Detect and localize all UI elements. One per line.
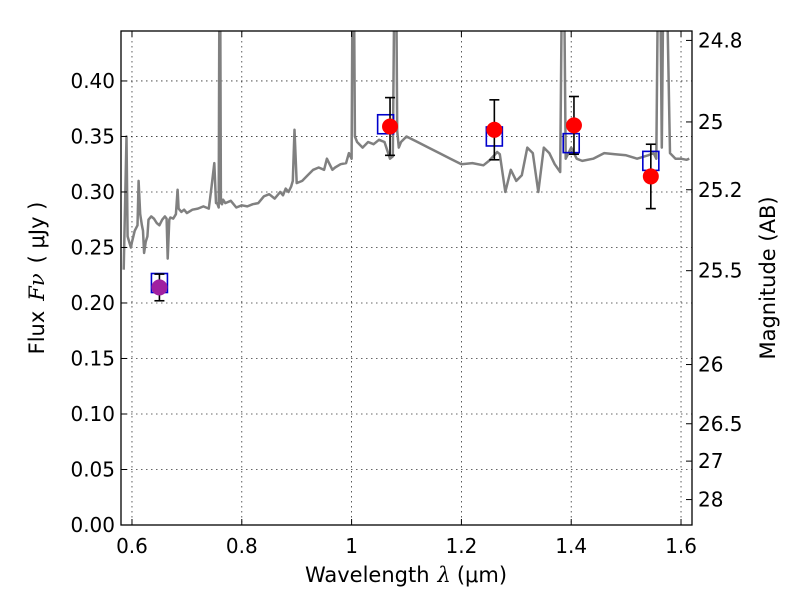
y-tick-label: 0.35 xyxy=(70,124,115,148)
mag-tick-label: 25.2 xyxy=(698,178,743,202)
y-axis-label: Flux Fν ( μJy ) xyxy=(25,202,49,355)
y-label-symbol: Fν xyxy=(25,273,49,302)
y-label-prefix: Flux xyxy=(25,311,49,355)
magnitude-label: Magnitude (AB) xyxy=(756,196,780,359)
x-label-unit: (μm) xyxy=(457,563,507,587)
y2-axis-label: Magnitude (AB) xyxy=(756,196,780,359)
y-tick-label: 0.15 xyxy=(70,346,115,370)
plot-frame xyxy=(120,30,693,526)
spectrum-line xyxy=(122,31,690,270)
grid-lines xyxy=(121,31,692,525)
axis-ticks: 0.6 0.8 1 1.2 1.4 1.6 0.00 0.05 0.10 0.15 0.20 0.25… xyxy=(70,28,742,558)
x-tick-label: 0.8 xyxy=(226,534,258,558)
y-tick-label: 0.40 xyxy=(70,69,115,93)
mag-tick-label: 25 xyxy=(698,110,723,134)
x-tick-label: 1.4 xyxy=(555,534,587,558)
y-tick-label: 0.20 xyxy=(70,291,115,315)
mag-tick-label: 26.5 xyxy=(698,412,743,436)
photometry-markers xyxy=(150,95,660,302)
x-tick-label: 1.6 xyxy=(665,534,697,558)
mag-tick-label: 27 xyxy=(698,449,723,473)
mag-tick-label: 28 xyxy=(698,488,723,512)
y-label-unit: ( μJy ) xyxy=(25,202,49,264)
svg-text:FluxFν( μJy ): Flux Fν ( μJy ) xyxy=(25,202,49,355)
mag-tick-label: 25.5 xyxy=(698,259,743,283)
x-axis-label: Wavelength λ (μm) xyxy=(305,563,507,587)
x-tick-label: 1.2 xyxy=(445,534,477,558)
y-tick-label: 0.00 xyxy=(70,513,115,537)
observed-point xyxy=(565,117,582,134)
x-label-prefix: Wavelength xyxy=(305,563,430,587)
x-tick-label: 0.6 xyxy=(116,534,148,558)
model-spectrum xyxy=(122,31,690,270)
y-tick-label: 0.05 xyxy=(70,457,115,481)
x-label-symbol: λ xyxy=(437,563,451,587)
observed-point xyxy=(382,118,399,135)
observed-point xyxy=(151,279,168,296)
mag-tick-label: 24.8 xyxy=(698,28,743,52)
observed-point xyxy=(642,168,659,185)
model-square xyxy=(562,132,581,154)
mag-tick-label: 26 xyxy=(698,353,723,377)
observed-point xyxy=(486,121,503,138)
y-tick-label: 0.25 xyxy=(70,235,115,259)
x-tick-label: 1 xyxy=(345,534,358,558)
y-tick-label: 0.10 xyxy=(70,402,115,426)
y-tick-label: 0.30 xyxy=(70,180,115,204)
